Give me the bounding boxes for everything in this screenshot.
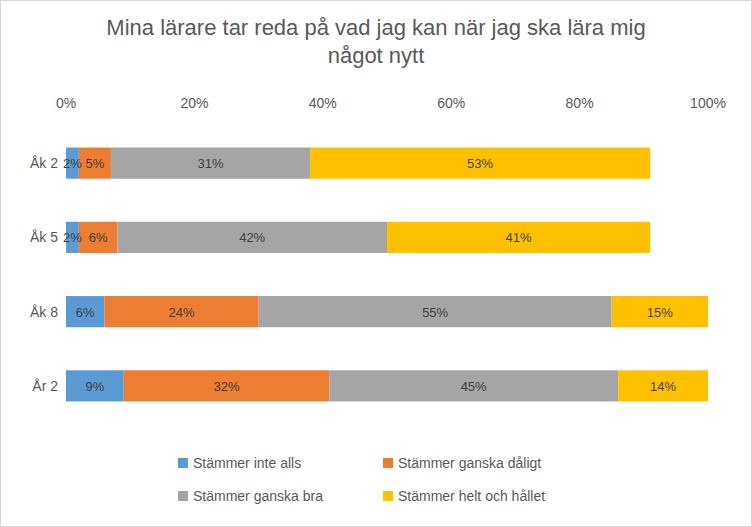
data-label: 2% — [63, 156, 82, 171]
data-label: 2% — [63, 230, 82, 245]
tick-label: 40% — [309, 95, 337, 111]
category-label: Åk 2 — [30, 155, 58, 171]
bar-segment — [105, 296, 259, 327]
data-label: 53% — [467, 156, 493, 171]
data-label: 6% — [89, 230, 108, 245]
category-label: Åk 8 — [30, 304, 58, 320]
legend-swatch — [383, 458, 393, 468]
bar-segment — [111, 148, 310, 179]
data-label: 9% — [85, 379, 104, 394]
legend-label: Stämmer ganska dåligt — [398, 455, 541, 471]
bar-segment — [618, 370, 708, 401]
data-label: 42% — [239, 230, 265, 245]
bar-segment — [124, 370, 329, 401]
bar-segment — [310, 148, 650, 179]
legend: Stämmer inte alls Stämmer ganska dåligt St… — [178, 455, 545, 504]
legend-label: Stämmer ganska bra — [193, 488, 323, 504]
bar-segment — [79, 148, 111, 179]
bar-segment — [66, 370, 124, 401]
legend-swatch — [178, 491, 188, 501]
data-label: 55% — [422, 305, 448, 320]
legend-swatch — [383, 491, 393, 501]
chart-svg: 0% 20% 40% 60% 80% 100% Åk 2 Åk 5 Åk 8 År 2 2% 2% 6%… — [0, 0, 752, 527]
bar-segment — [387, 222, 650, 253]
tick-label: 0% — [56, 95, 76, 111]
data-label: 24% — [169, 305, 195, 320]
bars — [66, 148, 708, 402]
tick-label: 20% — [180, 95, 208, 111]
data-label: 41% — [506, 230, 532, 245]
data-label: 45% — [461, 379, 487, 394]
data-label: 32% — [213, 379, 239, 394]
tick-label: 60% — [437, 95, 465, 111]
tick-label: 100% — [690, 95, 726, 111]
data-label: 15% — [647, 305, 673, 320]
chart-container: Mina lärare tar reda på vad jag kan när … — [0, 0, 752, 527]
bar-segment — [612, 296, 708, 327]
tick-label: 80% — [566, 95, 594, 111]
legend-label: Stämmer helt och hållet — [398, 488, 545, 504]
legend-swatch — [178, 458, 188, 468]
data-label: 6% — [76, 305, 95, 320]
data-labels: 2% 2% 6% 9% 5% 6% 24% 32% 31% 42% 55% 45% 53% 41% 15% 1… — [63, 156, 676, 394]
bar-segment — [329, 370, 618, 401]
chart-title: Mina lärare tar reda på vad jag kan när … — [96, 14, 656, 70]
data-label: 14% — [650, 379, 676, 394]
category-label: Åk 5 — [30, 229, 58, 245]
category-label: År 2 — [32, 378, 58, 394]
data-label: 5% — [85, 156, 104, 171]
bar-segment — [259, 296, 612, 327]
bar-segment — [66, 296, 105, 327]
bar-segment — [117, 222, 387, 253]
legend-label: Stämmer inte alls — [193, 455, 301, 471]
bar-segment — [79, 222, 118, 253]
data-label: 31% — [197, 156, 223, 171]
chart-frame — [0, 0, 752, 527]
